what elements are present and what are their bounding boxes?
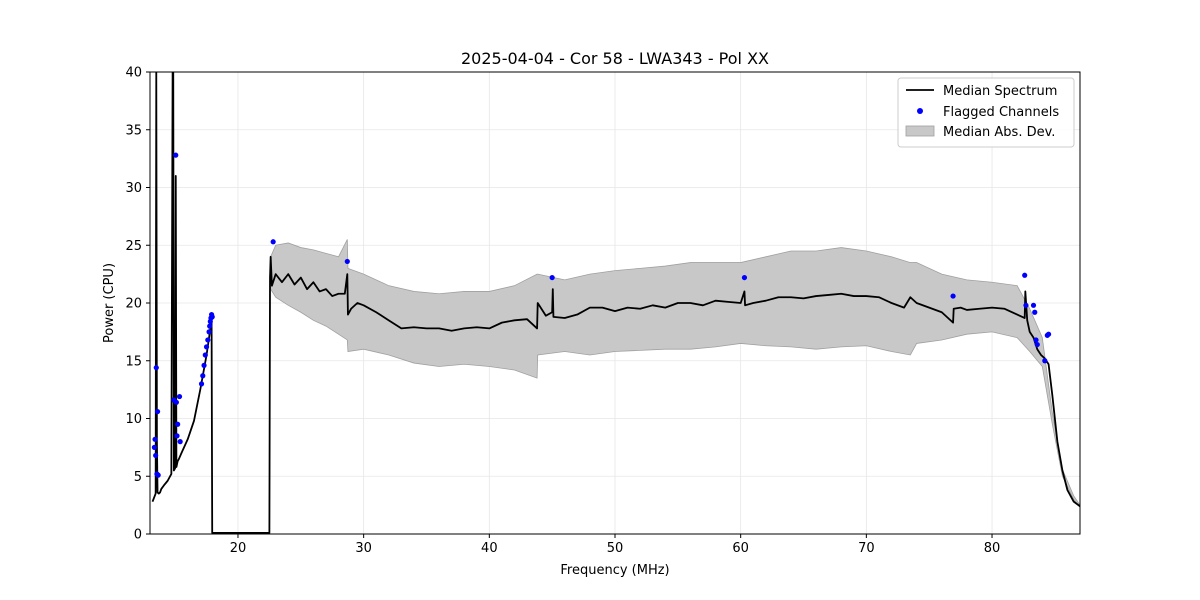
flagged-channel-point xyxy=(202,352,208,358)
flagged-channel-point xyxy=(175,421,181,427)
y-tick-label: 20 xyxy=(125,297,142,312)
x-tick-label: 50 xyxy=(607,541,624,556)
flagged-channel-point xyxy=(177,439,183,445)
x-axis-label: Frequency (MHz) xyxy=(560,563,669,578)
flagged-channel-point xyxy=(203,344,210,350)
legend: Median Spectrum Flagged Channels Median … xyxy=(897,77,1075,148)
flagged-channel-point xyxy=(201,362,207,368)
flagged-channel-point xyxy=(950,293,956,299)
flagged-channel-point xyxy=(173,152,179,158)
legend-median-label: Median Spectrum xyxy=(943,84,1057,99)
legend-mad-label: Median Abs. Dev. xyxy=(943,125,1055,140)
legend-flagged-label: Flagged Channels xyxy=(943,105,1059,120)
x-tick-label: 20 xyxy=(230,541,247,556)
y-tick-label: 30 xyxy=(125,181,142,196)
flagged-channel-point xyxy=(153,452,159,459)
median-spectrum-line xyxy=(151,72,1080,534)
flagged-channel-point xyxy=(174,433,180,439)
flagged-channel-point xyxy=(153,365,159,371)
y-tick-label: 25 xyxy=(125,239,142,254)
y-tick-label: 0 xyxy=(134,528,142,543)
axis-ticks: 20 30 40 50 60 70 80 0 5 10 15 20 25 30 35 40 xyxy=(125,66,1000,557)
x-tick-label: 40 xyxy=(481,541,498,556)
flagged-channel-point xyxy=(207,323,213,329)
y-tick-label: 15 xyxy=(125,354,142,369)
mad-band xyxy=(270,239,1080,509)
flagged-channel-point xyxy=(1034,341,1040,348)
flagged-channel-point xyxy=(1033,337,1039,343)
legend-flagged-swatch xyxy=(917,108,923,114)
flagged-channel-point xyxy=(270,239,276,245)
chart-title: 2025-04-04 - Cor 58 - LWA343 - Pol XX xyxy=(461,49,769,68)
legend-box xyxy=(897,77,1075,148)
flagged-channel-point xyxy=(344,258,350,265)
flagged-channel-point xyxy=(206,329,212,335)
y-tick-label: 35 xyxy=(125,123,142,138)
flagged-channel-point xyxy=(200,373,206,379)
x-tick-label: 30 xyxy=(355,541,372,556)
flagged-channel-point xyxy=(549,274,555,281)
flagged-channel-point xyxy=(741,274,748,281)
y-tick-label: 10 xyxy=(125,412,142,427)
flagged-channel-point xyxy=(1042,358,1048,364)
x-tick-label: 80 xyxy=(984,541,1001,556)
flagged-channel-point xyxy=(205,337,211,343)
flagged-channel-point xyxy=(1032,309,1038,315)
x-tick-label: 70 xyxy=(858,541,875,556)
flagged-channel-point xyxy=(198,381,205,387)
y-tick-label: 5 xyxy=(134,470,142,485)
flagged-channel-point xyxy=(151,444,157,450)
flagged-channel-point xyxy=(152,436,158,442)
y-axis-label: Power (CPU) xyxy=(102,263,117,343)
legend-mad-swatch xyxy=(905,125,935,137)
flagged-channel-point xyxy=(1030,302,1037,308)
flagged-channel-point xyxy=(1022,272,1028,278)
flagged-channel-point xyxy=(209,314,215,320)
flagged-channel-point xyxy=(154,408,161,415)
flagged-channel-point xyxy=(155,472,161,478)
flagged-channel-point xyxy=(1045,331,1052,337)
flagged-channel-point xyxy=(173,399,179,405)
flagged-channel-point xyxy=(1023,302,1029,308)
y-tick-label: 40 xyxy=(125,66,142,81)
flagged-channel-point xyxy=(176,393,183,400)
plot-data xyxy=(151,72,1080,534)
x-tick-label: 60 xyxy=(732,541,749,556)
